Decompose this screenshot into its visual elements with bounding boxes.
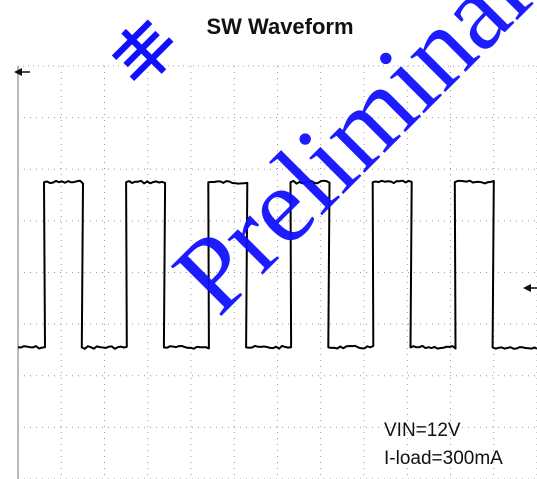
- annotation-vin: VIN=12V: [384, 420, 461, 441]
- annotation-iload: I-load=300mA: [384, 448, 503, 469]
- chart-title: SW Waveform: [206, 14, 354, 39]
- marker-arrow-left: [14, 68, 22, 76]
- marker-arrow-right: [523, 284, 531, 292]
- sw-waveform-line: [17, 179, 537, 350]
